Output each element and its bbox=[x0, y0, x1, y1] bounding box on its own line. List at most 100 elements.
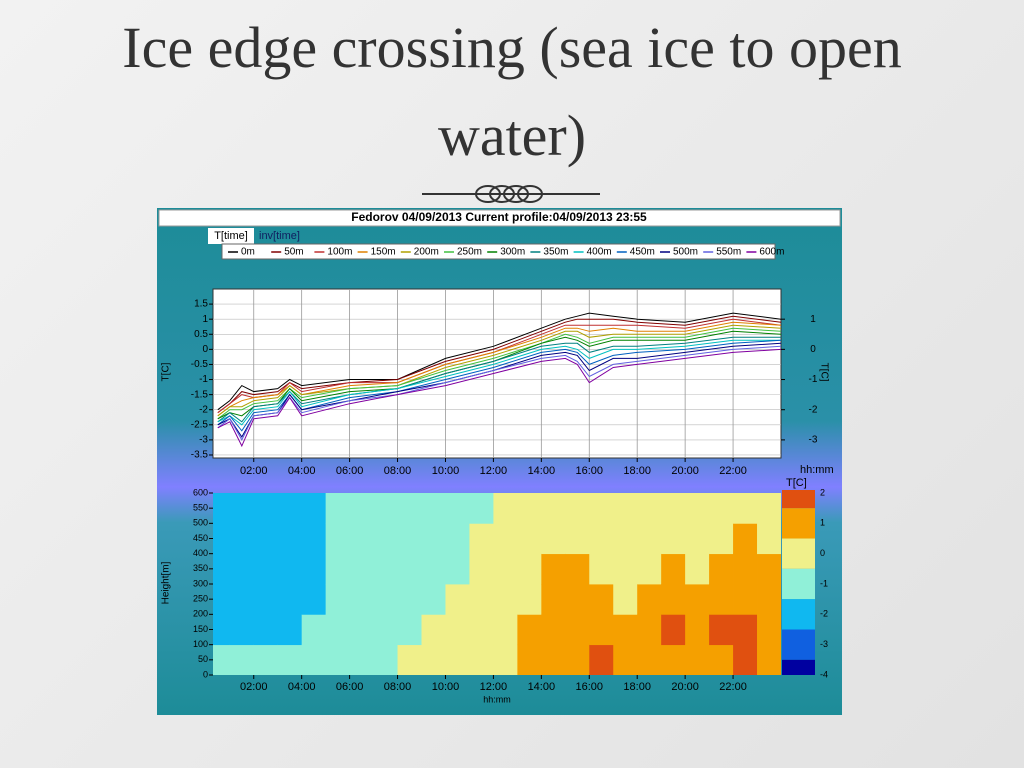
heatmap-cell bbox=[325, 614, 351, 646]
heatmap-cell bbox=[565, 644, 590, 675]
window-title: Fedorov 04/09/2013 Current profile:04/09… bbox=[351, 210, 647, 224]
flourish-loop bbox=[517, 185, 543, 203]
colorbar-band bbox=[782, 538, 815, 569]
heatmap-cell bbox=[229, 493, 255, 524]
legend-label: 450m bbox=[630, 247, 655, 258]
heatmap-cell bbox=[709, 493, 734, 524]
x-tick-label: 02:00 bbox=[240, 465, 268, 477]
y-axis-label: T[C] bbox=[161, 362, 172, 381]
heatmap-cell bbox=[517, 644, 542, 675]
heatmap-cell bbox=[733, 614, 758, 646]
heatmap-cell bbox=[757, 553, 781, 585]
heatmap-cell bbox=[613, 614, 638, 646]
heatmap-cell bbox=[325, 553, 351, 585]
x-tick-label: 16:00 bbox=[576, 465, 604, 477]
x-tick-label: 14:00 bbox=[528, 681, 556, 693]
heatmap-cell bbox=[685, 493, 710, 524]
heatmap-cell bbox=[637, 644, 662, 675]
y-tick-label: -2.5 bbox=[191, 419, 209, 430]
heatmap-cell bbox=[661, 553, 686, 585]
heatmap-cell bbox=[685, 584, 710, 615]
heatmap-cell bbox=[493, 553, 518, 585]
heatmap-cell bbox=[565, 493, 590, 524]
x-axis-label: hh:mm bbox=[800, 464, 834, 476]
series-line bbox=[217, 327, 781, 420]
y-tick-label: -1 bbox=[199, 374, 208, 385]
colorbar-tick-label: -2 bbox=[820, 609, 828, 619]
y-tick-label: -3 bbox=[199, 435, 208, 446]
heatmap-cell bbox=[253, 523, 279, 555]
heatmap-cell bbox=[613, 523, 638, 555]
y2-tick-label: -3 bbox=[809, 435, 818, 446]
heatmap-cell bbox=[397, 493, 422, 524]
heatmap-cell bbox=[541, 493, 566, 524]
heatmap-cell bbox=[397, 614, 422, 646]
y-tick-label: -1.5 bbox=[191, 389, 209, 400]
heatmap-cell bbox=[613, 553, 638, 585]
colorbar-band bbox=[782, 490, 815, 509]
heatmap-cell bbox=[421, 644, 446, 675]
series-line bbox=[217, 339, 781, 426]
y-tick-label: 0 bbox=[203, 669, 208, 679]
heatmap-cell bbox=[493, 614, 518, 646]
series-line bbox=[217, 345, 781, 441]
y-tick-label: 450 bbox=[193, 533, 208, 543]
colorbar-band bbox=[782, 599, 815, 630]
heatmap-cell bbox=[613, 584, 638, 615]
heatmap-cell bbox=[421, 584, 446, 615]
y-tick-label: 500 bbox=[193, 518, 208, 528]
heatmap-cell bbox=[733, 584, 758, 615]
heatmap-cell bbox=[541, 553, 566, 585]
tab-active[interactable] bbox=[208, 228, 254, 244]
y-tick-label: 150 bbox=[193, 624, 208, 634]
series-line bbox=[217, 348, 781, 448]
heatmap-cell bbox=[421, 523, 446, 555]
heatmap-cell bbox=[253, 644, 279, 675]
legend-label: 300m bbox=[500, 247, 525, 258]
heatmap-cell bbox=[277, 584, 303, 615]
y-axis-label: Height[m] bbox=[161, 561, 172, 604]
heatmap-cell bbox=[493, 644, 518, 675]
tab-label[interactable]: inv[time] bbox=[259, 230, 300, 242]
heatmap-cell bbox=[213, 584, 231, 615]
heatmap-cell bbox=[349, 614, 374, 646]
heatmap-cell bbox=[421, 493, 446, 524]
heatmap-cell bbox=[301, 493, 327, 524]
heatmap-cell bbox=[213, 493, 231, 524]
series-line bbox=[217, 324, 781, 417]
heatmap-cell bbox=[733, 493, 758, 524]
x-tick-label: 06:00 bbox=[336, 465, 364, 477]
colorbar-tick-label: -4 bbox=[820, 669, 828, 679]
heatmap-cell bbox=[589, 584, 614, 615]
heatmap-cell bbox=[493, 523, 518, 555]
heatmap-cell bbox=[445, 584, 470, 615]
x-tick-label: 20:00 bbox=[671, 681, 699, 693]
heatmap-cell bbox=[349, 584, 374, 615]
window-title-bar bbox=[158, 209, 841, 227]
x-tick-label: 02:00 bbox=[240, 681, 268, 693]
heatmap-cell bbox=[229, 553, 255, 585]
heatmap-cell bbox=[565, 614, 590, 646]
legend-label: 600m bbox=[759, 247, 784, 258]
heatmap-cell bbox=[397, 553, 422, 585]
heatmap-cell bbox=[517, 553, 542, 585]
x-tick-label: 12:00 bbox=[480, 681, 508, 693]
heatmap-cell bbox=[685, 553, 710, 585]
y-tick-label: 1.5 bbox=[194, 299, 208, 310]
colorbar-band bbox=[782, 629, 815, 660]
legend-label: 350m bbox=[543, 247, 568, 258]
heatmap-cell bbox=[541, 523, 566, 555]
legend-label: 0m bbox=[241, 247, 255, 258]
series-line bbox=[217, 315, 781, 414]
heatmap-cell bbox=[325, 584, 351, 615]
heatmap-cell bbox=[757, 523, 781, 555]
heatmap-cell bbox=[709, 644, 734, 675]
heatmap-cell bbox=[469, 553, 494, 585]
heatmap-cell bbox=[589, 553, 614, 585]
tab-label[interactable]: T[time] bbox=[214, 230, 248, 242]
heatmap-cell bbox=[277, 614, 303, 646]
heatmap-cell bbox=[301, 584, 327, 615]
y-tick-label: -3.5 bbox=[191, 450, 209, 461]
